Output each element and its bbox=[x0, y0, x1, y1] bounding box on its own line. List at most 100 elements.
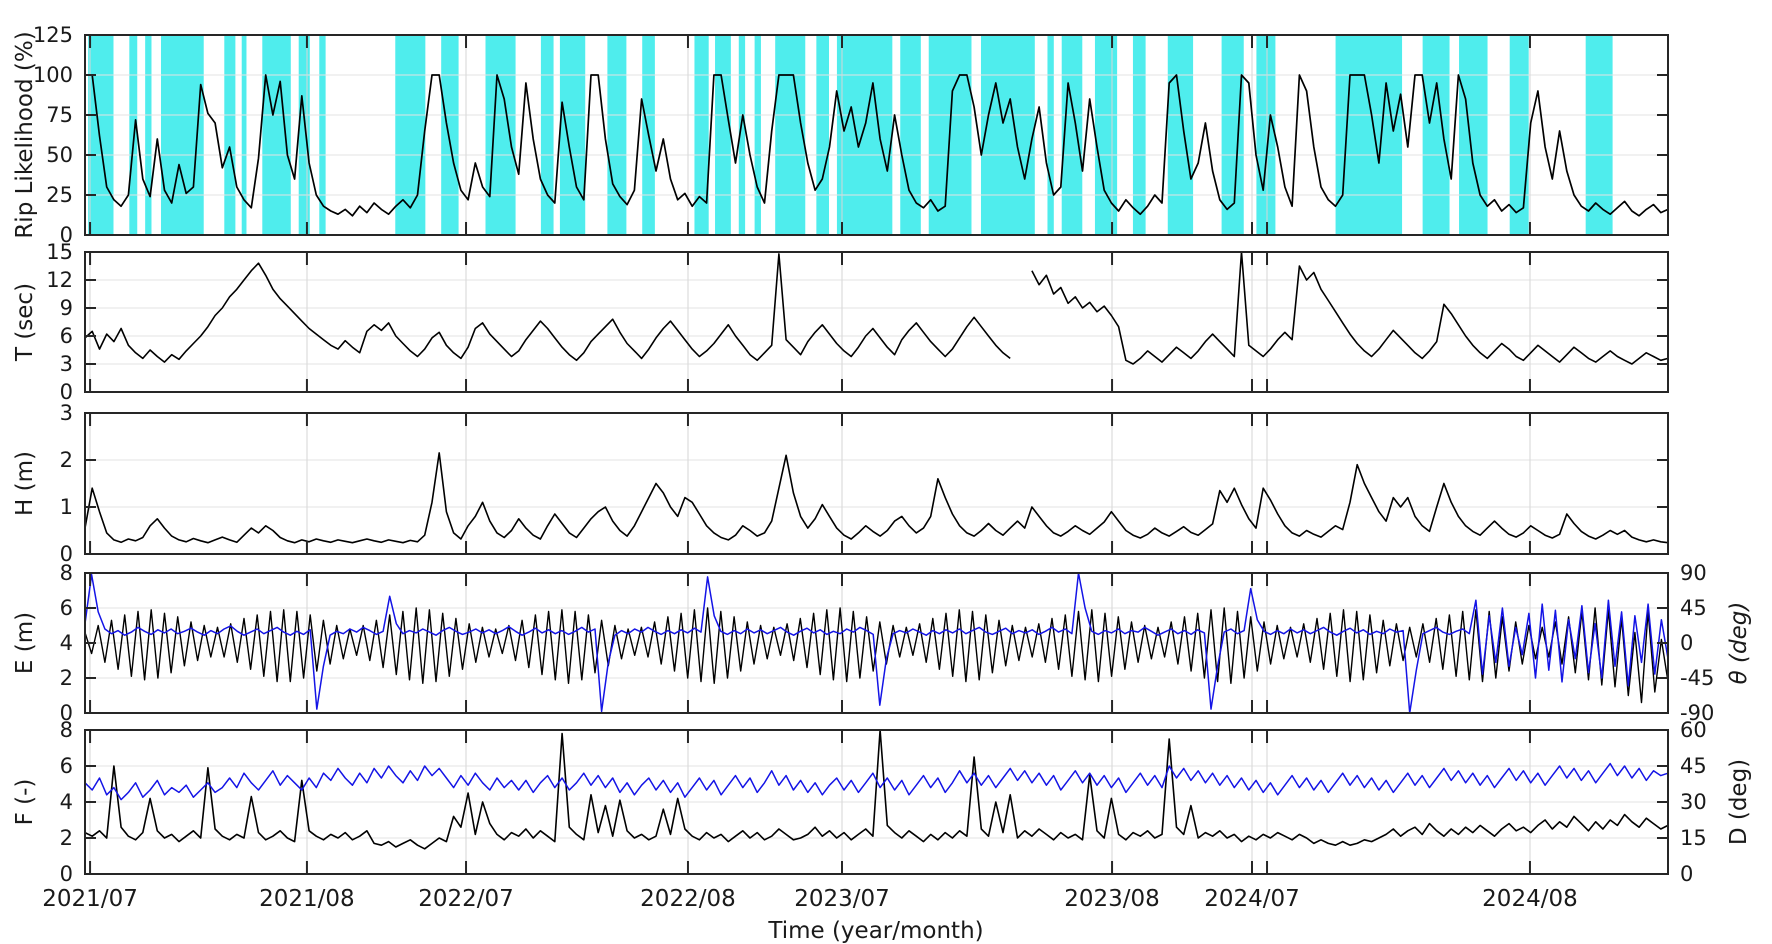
y2-axis-title: D (deg) bbox=[1726, 759, 1752, 845]
y-tick-label: 2 bbox=[60, 826, 73, 850]
y-tick-label: 0 bbox=[60, 701, 73, 725]
y-tick-label: 75 bbox=[46, 103, 73, 127]
event-band bbox=[395, 35, 426, 235]
y-tick-label: 8 bbox=[60, 718, 73, 742]
panel-bg-wave-height bbox=[85, 413, 1668, 554]
y-tick-label: 3 bbox=[60, 401, 73, 425]
event-band bbox=[1047, 35, 1054, 235]
event-band bbox=[1509, 35, 1529, 235]
event-band bbox=[738, 35, 746, 235]
y-tick-label: 0 bbox=[60, 223, 73, 247]
event-band bbox=[754, 35, 761, 235]
series-theta_deg bbox=[84, 572, 1669, 714]
series-H_m bbox=[84, 452, 1669, 544]
event-band bbox=[775, 35, 806, 235]
event-band bbox=[980, 35, 1035, 235]
y-tick-label: 0 bbox=[60, 542, 73, 566]
y-tick-label: 4 bbox=[60, 631, 73, 655]
event-band bbox=[224, 35, 236, 235]
y-tick-label: 15 bbox=[46, 240, 73, 264]
y2-tick-label: -90 bbox=[1680, 701, 1714, 725]
x-tick-label: 2022/07 bbox=[418, 886, 514, 912]
event-band bbox=[1061, 35, 1083, 235]
y2-axis-title: θ (deg) bbox=[1726, 602, 1752, 685]
event-band bbox=[836, 35, 893, 235]
y-tick-label: 1 bbox=[60, 495, 73, 519]
y2-tick-label: 30 bbox=[1680, 790, 1707, 814]
x-axis-title: Time (year/month) bbox=[767, 918, 983, 944]
series-rip_likelihood_pct bbox=[85, 74, 1669, 217]
y2-tick-label: 0 bbox=[1680, 862, 1693, 886]
event-band bbox=[319, 35, 326, 235]
y-axis-title: E (m) bbox=[12, 612, 38, 674]
event-band bbox=[241, 35, 247, 235]
y-tick-label: 2 bbox=[60, 666, 73, 690]
x-tick-label: 2023/08 bbox=[1064, 886, 1160, 912]
panel-border bbox=[84, 412, 1669, 555]
y2-tick-label: -45 bbox=[1680, 666, 1714, 690]
y-axis-title: T (sec) bbox=[12, 283, 38, 362]
series-T_sec bbox=[84, 253, 1011, 363]
event-band bbox=[88, 35, 114, 235]
series-E_m bbox=[84, 607, 1669, 704]
y-tick-label: 2 bbox=[60, 448, 73, 472]
event-band bbox=[540, 35, 554, 235]
y-tick-label: 12 bbox=[46, 268, 73, 292]
event-band bbox=[129, 35, 138, 235]
x-tick-label: 2022/08 bbox=[640, 886, 736, 912]
y2-tick-label: 15 bbox=[1680, 826, 1707, 850]
event-band bbox=[694, 35, 709, 235]
y-tick-label: 8 bbox=[60, 561, 73, 585]
event-band bbox=[559, 35, 586, 235]
event-band bbox=[1422, 35, 1450, 235]
event-band bbox=[1256, 35, 1276, 235]
y-axis-title: Rip Likelihood (%) bbox=[12, 31, 38, 238]
panel-border bbox=[84, 34, 1669, 236]
y-tick-label: 9 bbox=[60, 296, 73, 320]
y-tick-label: 50 bbox=[46, 143, 73, 167]
event-band bbox=[1167, 35, 1194, 235]
x-tick-label: 2024/07 bbox=[1204, 886, 1300, 912]
y-tick-label: 4 bbox=[60, 790, 73, 814]
y-tick-label: 0 bbox=[60, 862, 73, 886]
x-tick-label: 2021/07 bbox=[42, 886, 138, 912]
panel-bg-wave-period bbox=[85, 252, 1668, 392]
y-tick-label: 100 bbox=[33, 63, 73, 87]
event-band bbox=[145, 35, 152, 235]
y-tick-label: 6 bbox=[60, 754, 73, 778]
event-band bbox=[262, 35, 291, 235]
x-tick-label: 2024/08 bbox=[1482, 886, 1578, 912]
x-tick-label: 2021/08 bbox=[259, 886, 355, 912]
event-band bbox=[816, 35, 830, 235]
series-D_deg bbox=[84, 762, 1669, 801]
event-band bbox=[485, 35, 516, 235]
event-band bbox=[607, 35, 627, 235]
y-axis-title: H (m) bbox=[12, 451, 38, 516]
event-band bbox=[441, 35, 459, 235]
y2-tick-label: 0 bbox=[1680, 631, 1693, 655]
y-tick-label: 25 bbox=[46, 183, 73, 207]
y-tick-label: 6 bbox=[60, 324, 73, 348]
y-tick-label: 3 bbox=[60, 352, 73, 376]
panel-border bbox=[84, 251, 1669, 393]
x-tick-label: 2023/07 bbox=[794, 886, 890, 912]
event-band bbox=[715, 35, 731, 235]
y-axis-title: F (-) bbox=[12, 779, 38, 826]
y2-tick-label: 45 bbox=[1680, 754, 1707, 778]
series-F_dimensionless bbox=[84, 729, 1669, 850]
event-band bbox=[1585, 35, 1613, 235]
event-band bbox=[1132, 35, 1146, 235]
y-tick-label: 6 bbox=[60, 596, 73, 620]
event-band bbox=[298, 35, 310, 235]
event-band bbox=[900, 35, 921, 235]
y2-tick-label: 90 bbox=[1680, 561, 1707, 585]
series-T_sec bbox=[1031, 251, 1669, 365]
event-band bbox=[1221, 35, 1244, 235]
y2-tick-label: 45 bbox=[1680, 596, 1707, 620]
y2-tick-label: 60 bbox=[1680, 718, 1707, 742]
event-band bbox=[1459, 35, 1488, 235]
y-tick-label: 125 bbox=[33, 23, 73, 47]
y-tick-label: 0 bbox=[60, 380, 73, 404]
